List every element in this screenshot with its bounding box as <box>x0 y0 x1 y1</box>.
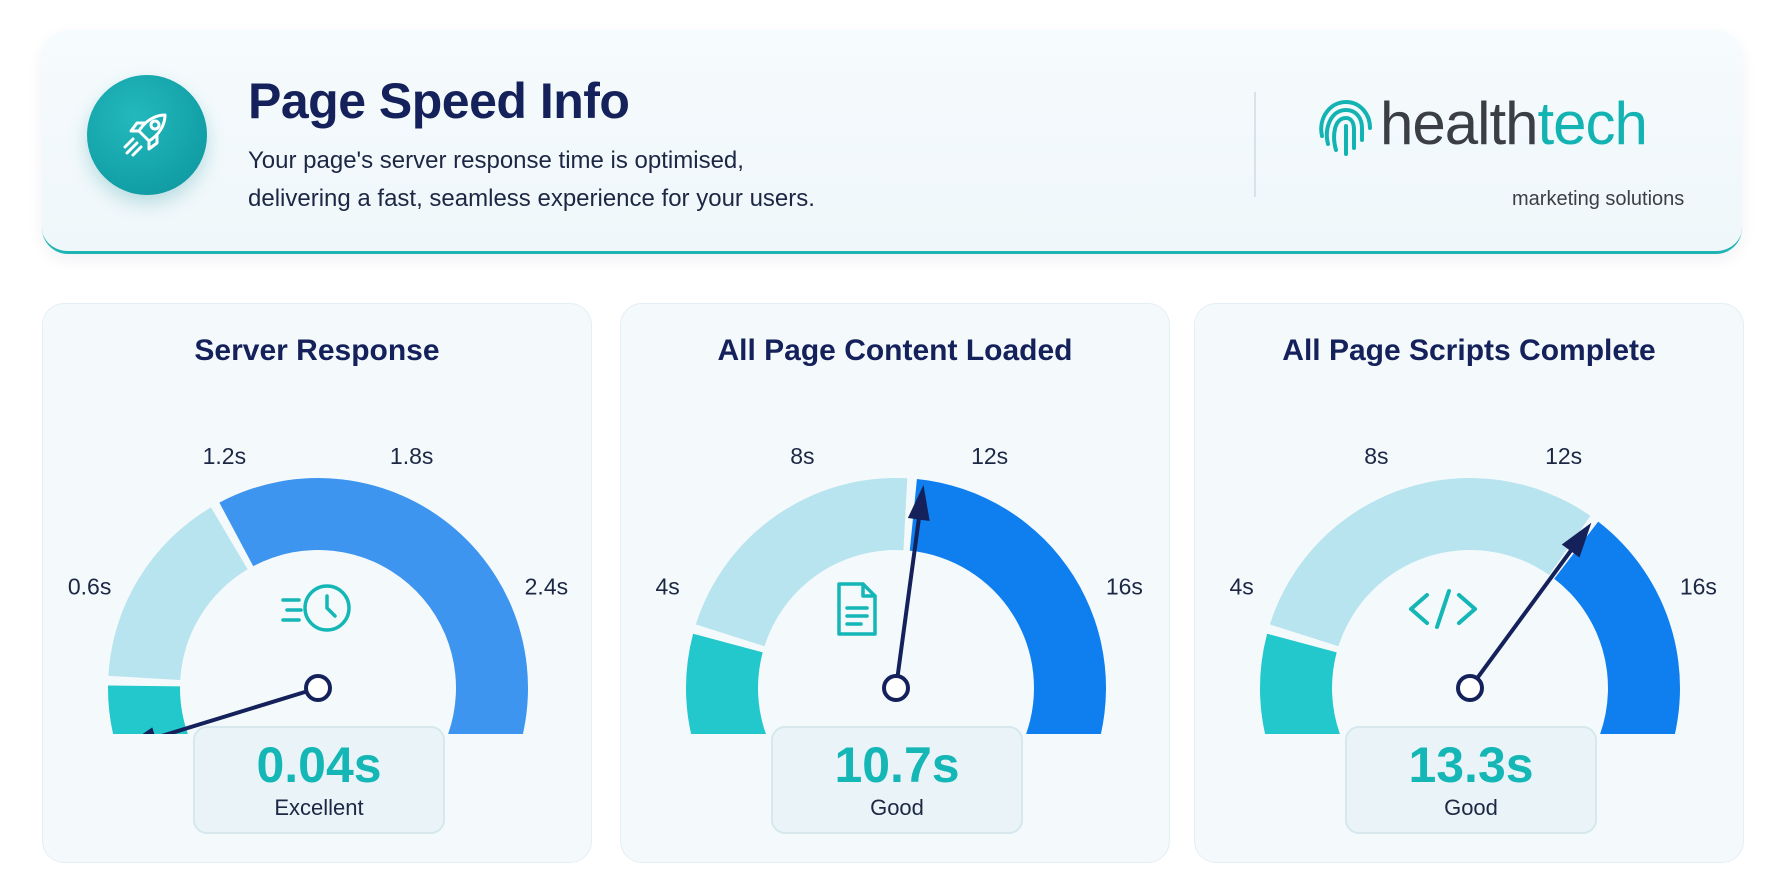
gauge-needle-head <box>907 484 930 522</box>
gauge-needle-hub <box>304 674 332 702</box>
tick-label: 4s <box>655 573 679 599</box>
value-box: 10.7s Good <box>771 726 1023 834</box>
gauge-title: Server Response <box>194 334 440 367</box>
gauge-segment <box>108 685 188 734</box>
gauge-segment <box>108 507 248 681</box>
gauge-segment <box>219 478 528 734</box>
tick-label: 8s <box>1364 443 1388 469</box>
logo-tagline: marketing solutions <box>1512 188 1685 210</box>
gauge-card-content-loaded: All Page Content Loaded 0s4s8s12s16s20s … <box>620 303 1170 863</box>
tick-label: 8s <box>790 443 814 469</box>
gauge-needle-hub <box>1456 674 1484 702</box>
gauge-segment <box>686 633 766 734</box>
tick-label: 1.2s <box>203 443 246 469</box>
tick-label: 12s <box>971 443 1008 469</box>
subtitle-line-1: Your page's server response time is opti… <box>248 147 744 174</box>
tick-label: 0.6s <box>68 573 111 599</box>
gauge-value: 13.3s <box>1408 737 1534 793</box>
gauge-needle-hub <box>882 674 910 702</box>
logo-word-tech: tech <box>1537 90 1647 157</box>
tick-label: 2.4s <box>525 573 568 599</box>
gauge-needle <box>1475 548 1573 681</box>
gauge-rating: Good <box>870 795 924 820</box>
stopwatch-icon <box>281 580 357 641</box>
tick-label: 1.8s <box>390 443 433 469</box>
header-card: Page Speed Info Your page's server respo… <box>42 30 1742 254</box>
logo-wordmark: healthtech <box>1380 90 1648 158</box>
gauge-title: All Page Scripts Complete <box>1282 334 1656 367</box>
gauge-value: 10.7s <box>834 737 960 793</box>
gauge-value: 0.04s <box>256 737 382 793</box>
gauge-title: All Page Content Loaded <box>717 334 1073 367</box>
subtitle-line-2: delivering a fast, seamless experience f… <box>248 185 815 212</box>
page-subtitle: Your page's server response time is opti… <box>248 142 948 218</box>
page-title: Page Speed Info <box>248 73 630 129</box>
gauge-svg: 0s4s8s12s16s20s <box>655 443 1143 734</box>
logo-word-health: health <box>1380 90 1538 157</box>
gauge-needle <box>161 689 309 734</box>
header-divider <box>1254 92 1256 197</box>
tick-label: 4s <box>1229 573 1253 599</box>
gauge-svg: 0s4s8s12s16s20s <box>1229 443 1717 734</box>
value-box: 13.3s Good <box>1345 726 1597 834</box>
tick-label: 12s <box>1545 443 1582 469</box>
gauge-card-server-response: Server Response 0s0.6s1.2s1.8s2.4s3.0s 0… <box>42 303 592 863</box>
document-icon <box>835 580 879 643</box>
gauge-needle-head <box>1561 522 1592 558</box>
rocket-icon <box>115 101 179 170</box>
gauge-segment <box>695 478 908 647</box>
gauge-rating: Good <box>1444 795 1498 820</box>
fingerprint-icon <box>1312 96 1376 165</box>
rocket-badge <box>87 75 207 195</box>
gauge-segment <box>1554 521 1680 734</box>
gauge-segment <box>1260 633 1340 734</box>
healthtech-logo: healthtech marketing solutions <box>1312 90 1712 210</box>
tick-label: 16s <box>1106 573 1143 599</box>
code-icon <box>1407 587 1479 636</box>
tick-label: 16s <box>1680 573 1717 599</box>
value-box: 0.04s Excellent <box>193 726 445 834</box>
gauge-needle <box>895 517 921 679</box>
gauge-rating: Excellent <box>274 795 364 820</box>
gauge-svg: 0s0.6s1.2s1.8s2.4s3.0s <box>68 443 568 734</box>
gauge-segment <box>909 479 1106 734</box>
gauge-needle-head <box>142 727 155 734</box>
gauge-card-scripts-complete: All Page Scripts Complete 0s4s8s12s16s20… <box>1194 303 1744 863</box>
gauge-segment <box>1269 478 1591 647</box>
